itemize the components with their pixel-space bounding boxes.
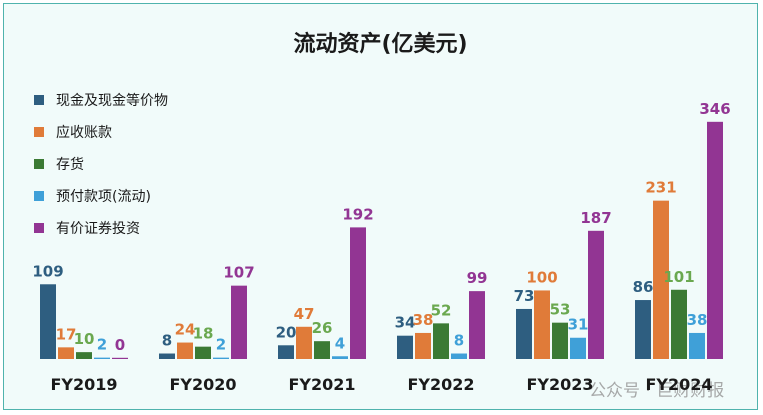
bar-FY2022-0 <box>397 335 413 359</box>
bar-FY2022-1 <box>415 332 431 359</box>
bar-FY2023-1 <box>534 290 550 359</box>
data-label-FY2024-1: 231 <box>645 179 676 197</box>
data-label-FY2022-4: 99 <box>467 269 488 287</box>
data-label-FY2022-2: 52 <box>431 301 452 319</box>
data-label-FY2022-3: 8 <box>454 332 464 350</box>
data-label-FY2020-0: 8 <box>162 332 172 350</box>
data-label-FY2020-1: 24 <box>175 321 196 339</box>
bar-FY2020-1 <box>177 342 193 359</box>
legend-item-inventory: 存货 <box>34 148 168 180</box>
bar-FY2023-4 <box>588 230 604 359</box>
bar-FY2019-4 <box>112 357 128 359</box>
chart-legend: 现金及现金等价物 应收账款 存货 预付款项(流动) 有价证券投资 <box>34 84 168 244</box>
bar-FY2024-1 <box>653 200 669 359</box>
data-label-FY2020-4: 107 <box>223 264 254 282</box>
bar-FY2021-0 <box>278 345 294 359</box>
bar-FY2020-4 <box>231 285 247 359</box>
chart-title: 流动资产(亿美元) <box>293 32 468 57</box>
bar-FY2022-2 <box>433 323 449 359</box>
legend-swatch-cash <box>34 95 44 105</box>
data-label-FY2021-0: 20 <box>276 323 297 341</box>
category-label-FY2019: FY2019 <box>50 375 117 394</box>
bar-FY2019-3 <box>94 357 110 359</box>
data-label-FY2023-2: 53 <box>550 301 571 319</box>
data-label-FY2023-0: 73 <box>514 287 535 305</box>
legend-item-receivables: 应收账款 <box>34 116 168 148</box>
legend-item-securities: 有价证券投资 <box>34 212 168 244</box>
data-label-FY2019-2: 10 <box>74 330 95 348</box>
legend-swatch-inventory <box>34 159 44 169</box>
data-label-FY2023-4: 187 <box>580 209 611 227</box>
bar-FY2023-2 <box>552 322 568 359</box>
bar-FY2024-2 <box>671 289 687 359</box>
chart-frame: 流动资产(亿美元) 现金及现金等价物 应收账款 存货 预付款项(流动) 有价证券… <box>3 3 758 410</box>
legend-label-prepaid: 预付款项(流动) <box>56 189 151 205</box>
bar-FY2019-0 <box>40 284 56 359</box>
bar-FY2022-4 <box>469 291 485 359</box>
legend-item-cash: 现金及现金等价物 <box>34 84 168 116</box>
data-label-FY2022-0: 34 <box>395 314 416 332</box>
data-label-FY2019-0: 109 <box>32 262 63 280</box>
data-label-FY2020-3: 2 <box>216 336 226 354</box>
legend-swatch-securities <box>34 223 44 233</box>
watermark-text: 公众号 · 巨财财报 <box>589 381 725 401</box>
category-label-FY2023: FY2023 <box>526 375 593 394</box>
bar-FY2019-1 <box>58 347 74 359</box>
bar-FY2020-2 <box>195 346 211 359</box>
data-label-FY2021-4: 192 <box>342 205 373 223</box>
data-label-FY2021-2: 26 <box>312 319 333 337</box>
data-label-FY2024-3: 38 <box>687 311 708 329</box>
bar-FY2021-4 <box>350 227 366 359</box>
legend-label-receivables: 应收账款 <box>56 125 112 141</box>
legend-label-securities: 有价证券投资 <box>56 221 140 237</box>
data-label-FY2019-4: 0 <box>115 336 125 354</box>
category-label-FY2020: FY2020 <box>169 375 236 394</box>
category-label-FY2021: FY2021 <box>288 375 355 394</box>
bar-FY2024-4 <box>707 121 723 359</box>
data-label-FY2020-2: 18 <box>193 325 214 343</box>
bar-FY2020-3 <box>213 357 229 359</box>
bar-FY2021-1 <box>296 326 312 359</box>
data-label-FY2021-1: 47 <box>294 305 315 323</box>
data-label-FY2024-4: 346 <box>699 100 730 118</box>
bar-FY2023-0 <box>516 308 532 359</box>
bar-FY2021-2 <box>314 341 330 359</box>
data-label-FY2024-2: 101 <box>663 268 694 286</box>
data-label-FY2021-3: 4 <box>335 334 345 352</box>
legend-label-cash: 现金及现金等价物 <box>56 93 168 109</box>
data-label-FY2019-1: 17 <box>56 325 77 343</box>
legend-swatch-prepaid <box>34 191 44 201</box>
data-label-FY2024-0: 86 <box>633 278 654 296</box>
bar-FY2019-2 <box>76 352 92 359</box>
data-label-FY2022-1: 38 <box>413 311 434 329</box>
data-label-FY2023-3: 31 <box>568 316 589 334</box>
bar-FY2024-0 <box>635 300 651 359</box>
legend-label-inventory: 存货 <box>56 157 84 173</box>
category-label-FY2022: FY2022 <box>407 375 474 394</box>
bar-FY2023-3 <box>570 337 586 359</box>
data-label-FY2019-3: 2 <box>97 336 107 354</box>
bar-FY2021-3 <box>332 356 348 359</box>
legend-swatch-receivables <box>34 127 44 137</box>
category-label-FY2024: FY2024 <box>645 375 712 394</box>
data-label-FY2023-1: 100 <box>526 268 557 286</box>
bar-FY2020-0 <box>159 353 175 359</box>
bar-FY2022-3 <box>451 353 467 359</box>
legend-item-prepaid: 预付款项(流动) <box>34 180 168 212</box>
bar-FY2024-3 <box>689 332 705 359</box>
